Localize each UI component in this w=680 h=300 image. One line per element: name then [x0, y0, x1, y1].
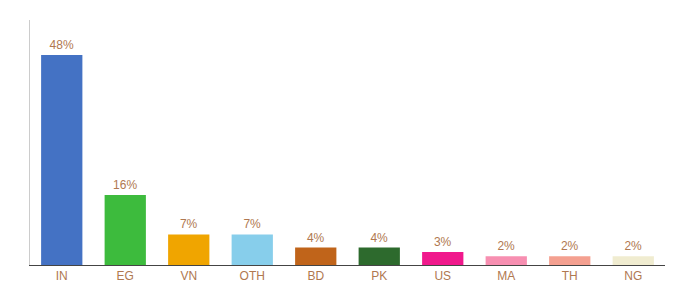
svg-text:MA: MA: [497, 269, 515, 283]
svg-text:NG: NG: [624, 269, 642, 283]
svg-text:4%: 4%: [370, 231, 388, 245]
svg-text:TH: TH: [562, 269, 578, 283]
svg-text:2%: 2%: [497, 239, 515, 253]
svg-text:EG: EG: [117, 269, 134, 283]
svg-text:48%: 48%: [50, 38, 74, 52]
svg-text:7%: 7%: [243, 217, 261, 231]
svg-text:3%: 3%: [434, 235, 452, 249]
svg-text:7%: 7%: [180, 217, 198, 231]
svg-text:4%: 4%: [307, 231, 325, 245]
svg-text:US: US: [434, 269, 451, 283]
svg-text:BD: BD: [307, 269, 324, 283]
svg-text:16%: 16%: [113, 178, 137, 192]
svg-text:IN: IN: [56, 269, 68, 283]
svg-text:VN: VN: [180, 269, 197, 283]
svg-text:OTH: OTH: [240, 269, 265, 283]
svg-text:2%: 2%: [624, 239, 642, 253]
svg-text:PK: PK: [371, 269, 387, 283]
svg-text:2%: 2%: [561, 239, 579, 253]
